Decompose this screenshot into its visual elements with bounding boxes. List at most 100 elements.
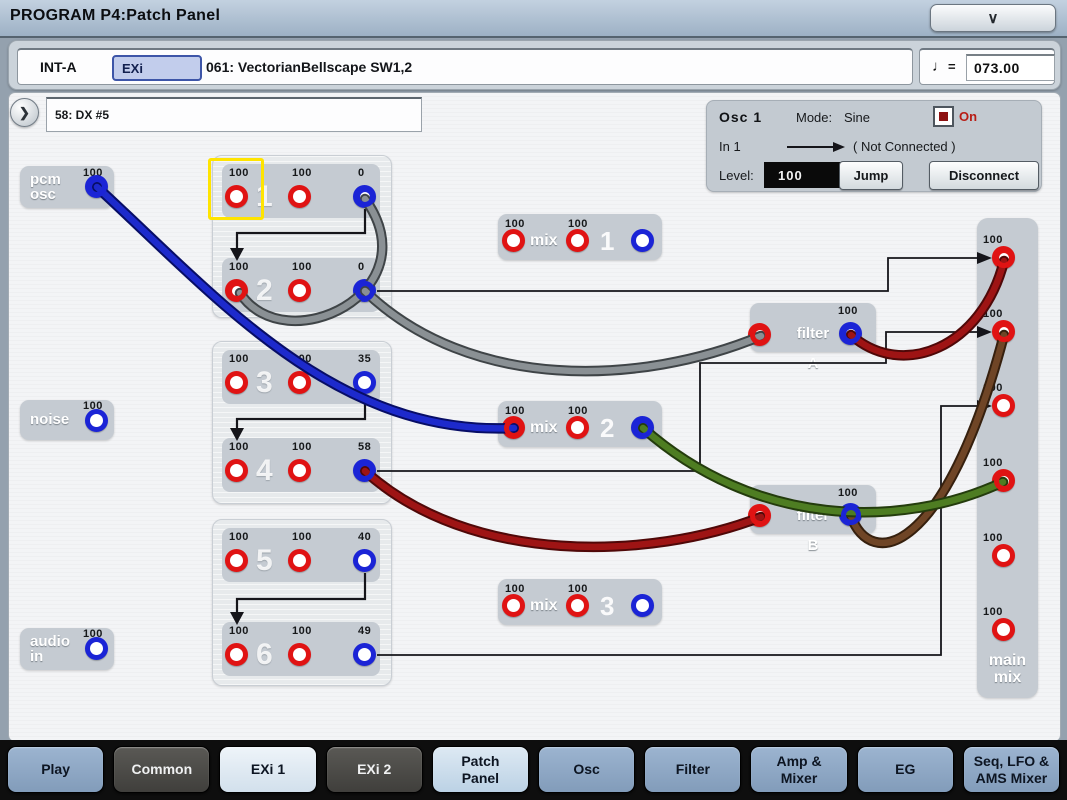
osc5-in2-jack[interactable] [288,549,311,572]
tab-filter[interactable]: Filter [644,746,742,793]
osc6-in1-jack[interactable] [225,643,248,666]
osc5-in1-value: 100 [229,531,249,543]
pcm-osc-output-jack[interactable] [85,175,108,198]
mode-label: Mode: [796,110,833,125]
main-mix-4-jack[interactable] [992,469,1015,492]
osc5-number: 5 [256,544,273,577]
tab-play[interactable]: Play [7,746,105,793]
category-popup-button[interactable]: ❯ [10,98,39,127]
program-name: 061: VectorianBellscape SW1,2 [206,59,413,75]
program-header: INT-A EXi 061: VectorianBellscape SW1,2 … [8,40,1061,90]
engine-type-badge: EXi [112,55,202,81]
noise-label: noise [30,411,70,428]
tab-exi-1[interactable]: EXi 1 [219,746,317,793]
osc-name: Osc 1 [719,109,763,125]
filter-b-output-jack[interactable] [839,503,862,526]
osc5-in1-jack[interactable] [225,549,248,572]
chevron-down-icon: ∨ [987,10,999,27]
disconnect-button[interactable]: Disconnect [929,161,1039,190]
tempo-equals: = [948,59,956,74]
noise-output-jack[interactable] [85,409,108,432]
filter-b-label-line1: filter [796,507,830,524]
osc6-out-value: 49 [358,625,372,637]
osc6-in2-value: 100 [292,625,312,637]
mix3-in2-jack[interactable] [566,594,589,617]
osc5-output-jack[interactable] [353,549,376,572]
main-mix-1-value: 100 [983,234,1003,246]
input-label: In 1 [719,139,741,154]
osc-on-checkbox[interactable] [933,106,954,127]
tab-osc[interactable]: Osc [538,746,636,793]
mix3-in1-jack[interactable] [502,594,525,617]
main-mix-label: main mix [988,652,1027,686]
mix2-output-jack[interactable] [631,416,654,439]
filter-a-output-jack[interactable] [839,322,862,345]
osc6-number: 6 [256,638,273,671]
signal-arrow-icon [787,142,845,152]
filter-b-label-line2: B [807,537,819,554]
filter-b-input-jack[interactable] [748,504,771,527]
osc5-out-value: 40 [358,531,372,543]
mix2-label: mix [530,419,558,436]
osc3-in1-jack[interactable] [225,371,248,394]
osc1-output-jack[interactable] [353,185,376,208]
osc6-output-jack[interactable] [353,643,376,666]
filter-a-out-value: 100 [838,305,858,317]
osc4-in2-jack[interactable] [288,459,311,482]
mix2-in2-jack[interactable] [566,416,589,439]
main-mix-5-value: 100 [983,532,1003,544]
bank-label: INT-A [40,59,77,75]
osc3-in2-jack[interactable] [288,371,311,394]
program-name-field[interactable]: INT-A EXi 061: VectorianBellscape SW1,2 [17,48,913,85]
main-mix-5-jack[interactable] [992,544,1015,567]
osc4-in1-jack[interactable] [225,459,248,482]
mix2-number: 2 [600,413,615,443]
quarter-note-icon: ♩ [932,58,947,75]
category-select-field[interactable]: 58: DX #5 [46,97,422,132]
mix1-in1-jack[interactable] [502,229,525,252]
osc1-in2-jack[interactable] [288,185,311,208]
collapse-panel-button[interactable]: ∨ [930,4,1056,32]
tab-patch-panel[interactable]: Patch Panel [431,746,530,793]
tempo-value-input[interactable]: 073.00 [966,54,1055,81]
osc5-in2-value: 100 [292,531,312,543]
mix2-in1-jack[interactable] [502,416,525,439]
osc6-in2-jack[interactable] [288,643,311,666]
mix1-in2-value: 100 [568,218,588,230]
osc1-in1-value: 100 [229,167,249,179]
bottom-tab-bar: Play Common EXi 1 EXi 2 Patch Panel Osc … [0,740,1067,800]
level-value-input[interactable]: 100 [764,162,844,188]
mix1-output-jack[interactable] [631,229,654,252]
main-mix-3-jack[interactable] [992,394,1015,417]
osc2-output-jack[interactable] [353,279,376,302]
tab-amp-mixer[interactable]: Amp & Mixer [750,746,848,793]
mix3-output-jack[interactable] [631,594,654,617]
mix1-in2-jack[interactable] [566,229,589,252]
jump-button[interactable]: Jump [839,161,903,190]
osc4-in1-value: 100 [229,441,249,453]
osc2-in2-jack[interactable] [288,279,311,302]
osc3-output-jack[interactable] [353,371,376,394]
osc3-out-value: 35 [358,353,372,365]
tab-eg[interactable]: EG [856,746,954,793]
filter-a-label-line2: A [807,355,819,372]
checkbox-mark [939,112,948,121]
osc3-in2-value: 100 [292,353,312,365]
filter-a-input-jack[interactable] [748,323,771,346]
tab-seq-lfo-ams-mixer[interactable]: Seq, LFO & AMS Mixer [962,746,1061,793]
osc2-in1-jack[interactable] [225,279,248,302]
osc6-in1-value: 100 [229,625,249,637]
chevron-right-icon: ❯ [19,104,30,120]
main-mix-1-jack[interactable] [992,246,1015,269]
tab-exi-2[interactable]: EXi 2 [325,746,423,793]
mix3-number: 3 [600,591,615,621]
mode-value[interactable]: Sine [844,110,871,125]
osc2-in2-value: 100 [292,261,312,273]
osc4-output-jack[interactable] [353,459,376,482]
audio-in-output-jack[interactable] [85,637,108,660]
tab-common[interactable]: Common [113,746,211,793]
osc-info-panel: Osc 1 Mode: Sine On In 1 ( Not Connected… [706,100,1042,192]
main-mix-2-jack[interactable] [992,320,1015,343]
mix3-label: mix [530,597,558,614]
main-mix-6-jack[interactable] [992,618,1015,641]
